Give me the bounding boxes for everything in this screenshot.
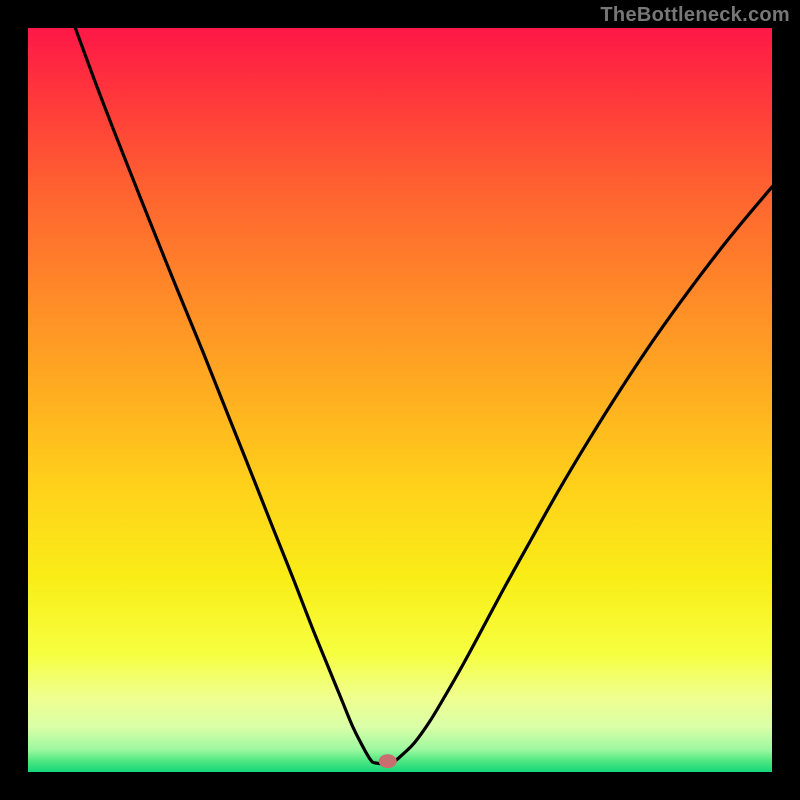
bottleneck-chart <box>0 0 800 800</box>
chart-frame: TheBottleneck.com <box>0 0 800 800</box>
chart-background-gradient <box>28 28 772 772</box>
watermark-text: TheBottleneck.com <box>600 4 790 27</box>
curve-min-marker <box>379 754 397 768</box>
